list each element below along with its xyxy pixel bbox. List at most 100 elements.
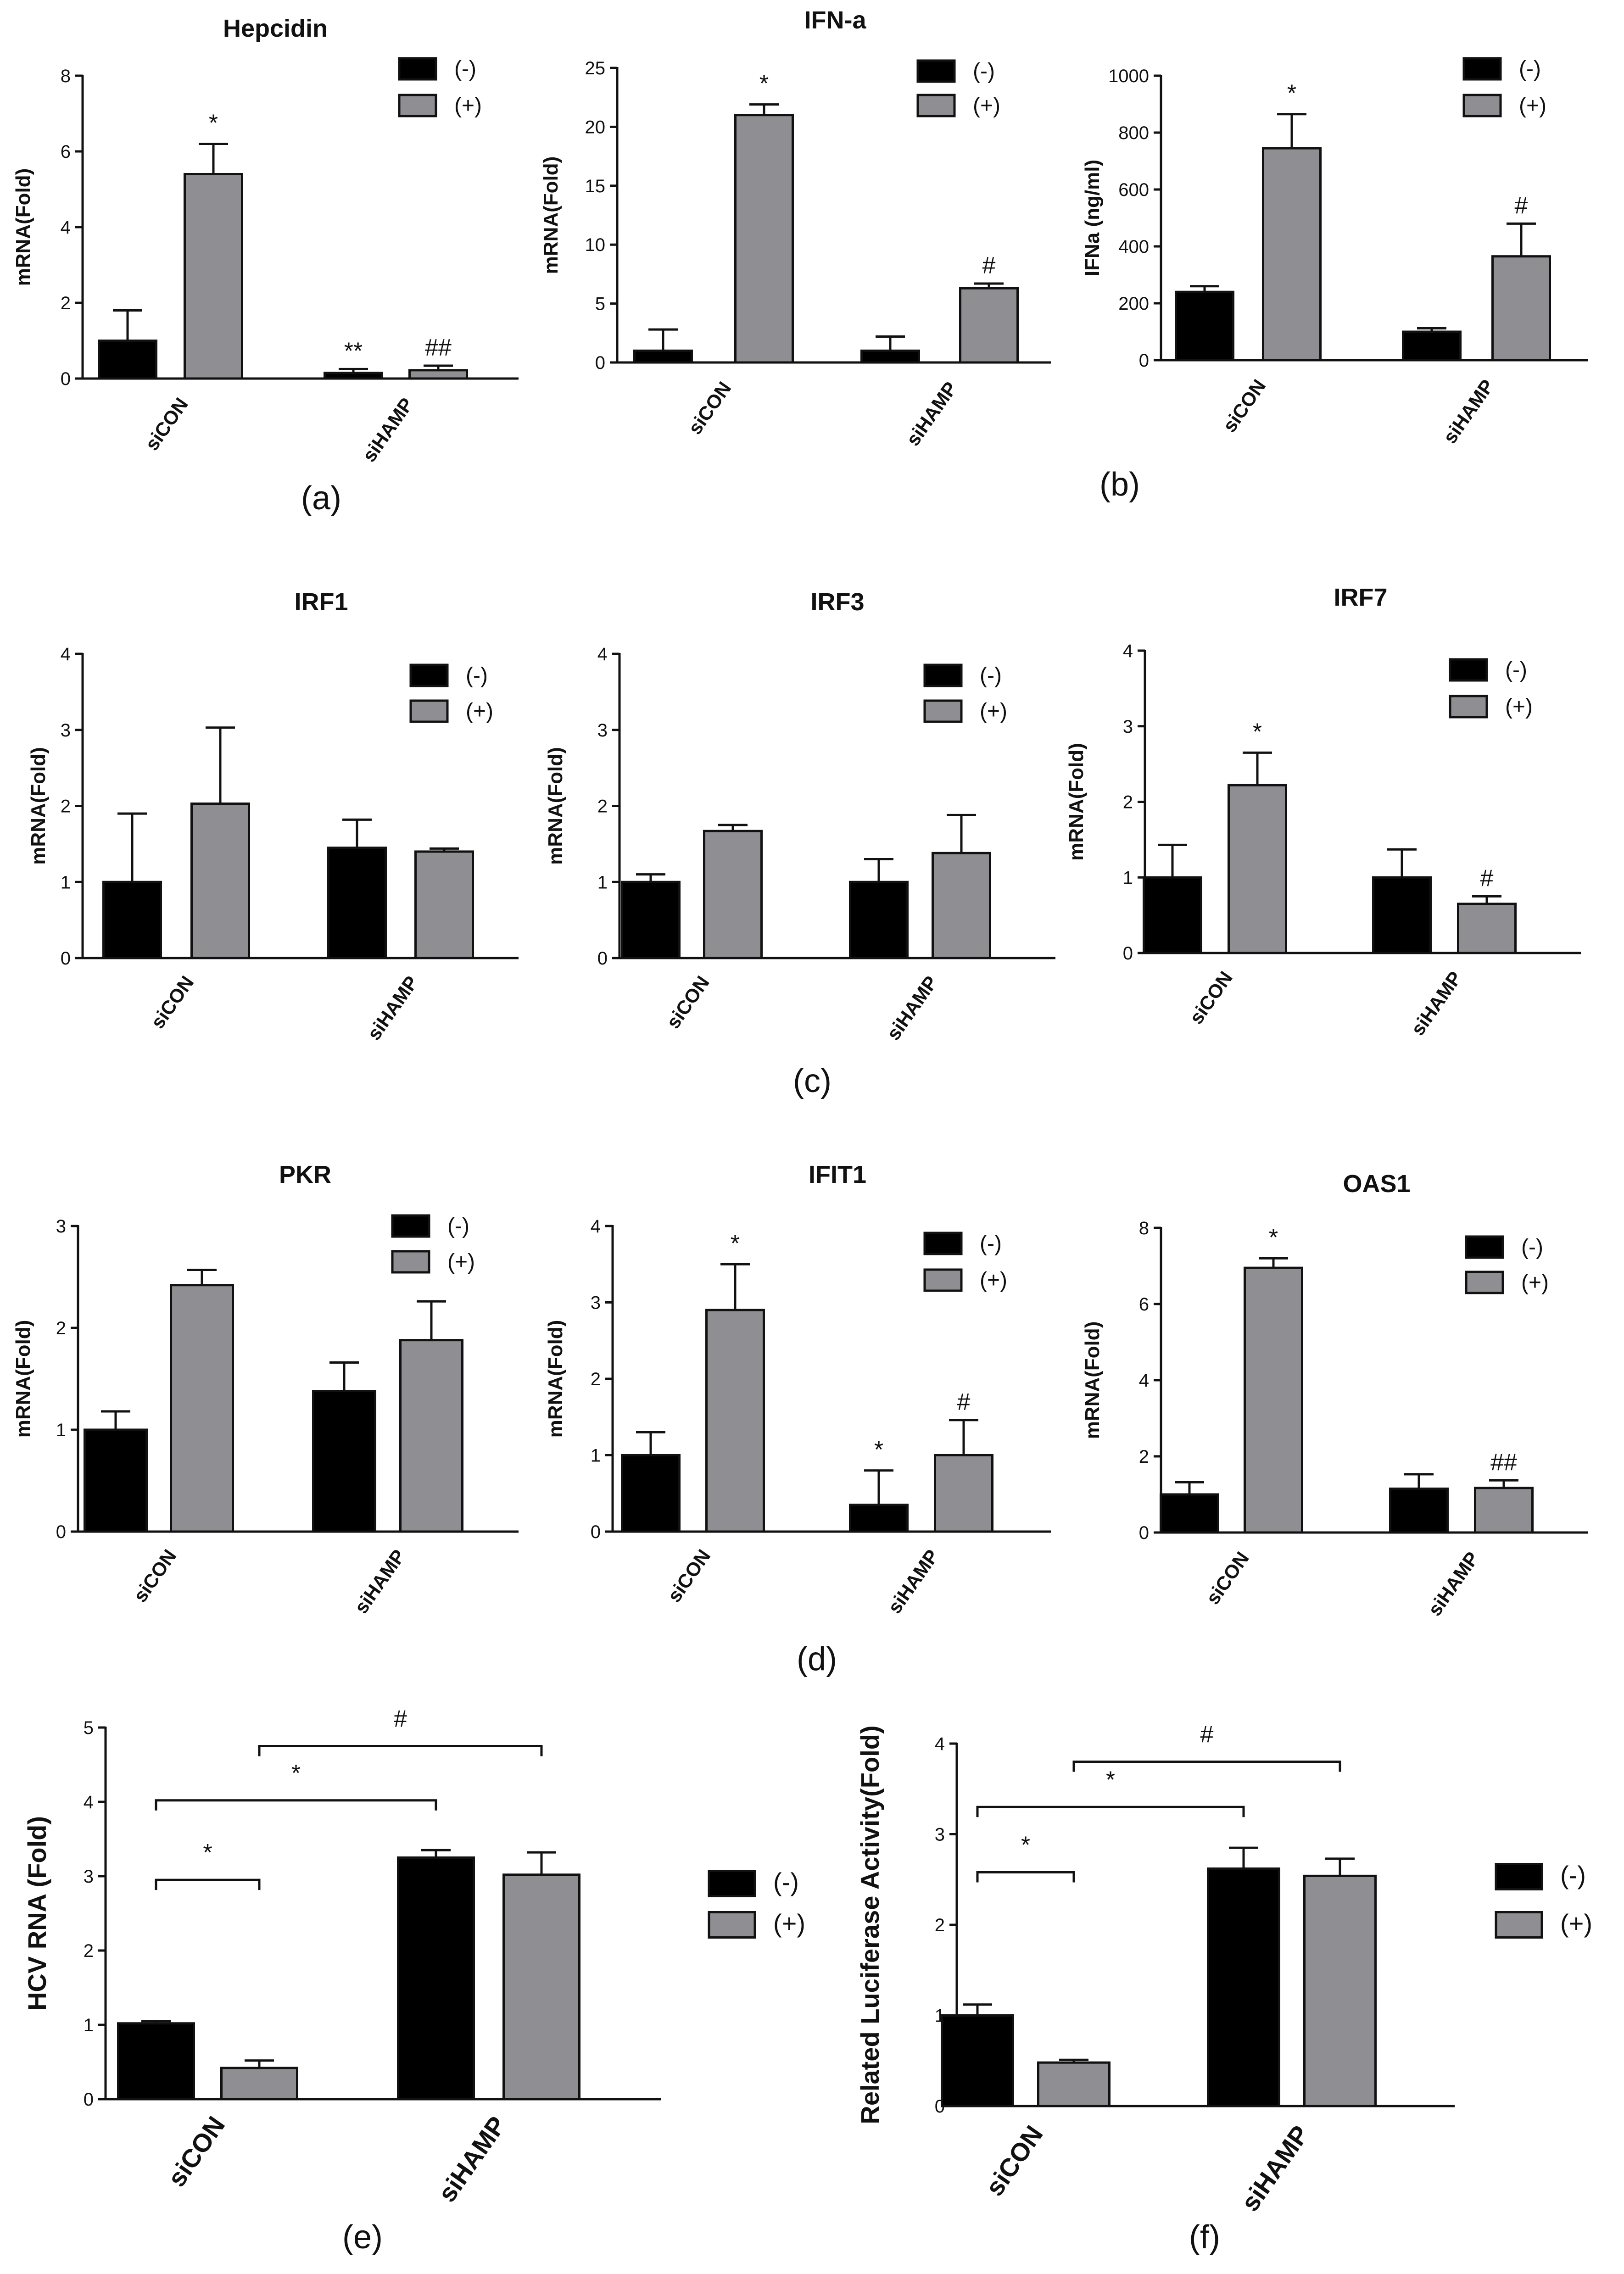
legend-swatch-neg <box>391 1214 430 1238</box>
panel-label: (a) <box>301 480 341 517</box>
y-tick-label: 2 <box>56 1318 66 1338</box>
legend-label-pos: (+) <box>447 1250 475 1274</box>
category-label: siHAMP <box>358 394 418 466</box>
y-tick-label: 4 <box>597 644 608 664</box>
legend-swatch-pos <box>398 94 437 117</box>
y-tick-label: 1 <box>56 1420 66 1440</box>
category-label: siHAMP <box>1406 967 1466 1039</box>
y-tick-label: 2 <box>61 797 71 817</box>
legend-label-neg: (-) <box>1519 57 1541 81</box>
bar-pos-siCON <box>1037 2061 1111 2107</box>
y-axis-label: mRNA(Fold) <box>1081 1321 1104 1439</box>
legend-label-neg: (-) <box>1521 1235 1543 1260</box>
legend-label-neg: (-) <box>980 1232 1002 1256</box>
legend-swatch-pos <box>1462 94 1502 117</box>
bar-neg-siCON <box>633 349 693 364</box>
bar-neg-siHAMP <box>1389 1488 1449 1534</box>
y-tick-label: 1 <box>591 1446 601 1466</box>
category-label: siCON <box>129 1545 180 1606</box>
significance-bracket <box>155 1799 437 1811</box>
y-axis-label: mRNA(Fold) <box>544 1320 567 1438</box>
y-tick-label: 1 <box>61 872 71 892</box>
category-label: siCON <box>1202 1548 1253 1608</box>
category-label: siCON <box>1185 967 1237 1028</box>
bar-neg-siCON <box>102 881 162 959</box>
y-tick-label: 0 <box>1123 943 1133 964</box>
y-tick-label: 3 <box>84 1867 94 1887</box>
y-tick-label: 2 <box>1139 1447 1149 1467</box>
legend-swatch-neg <box>1449 658 1488 682</box>
y-tick-label: 3 <box>56 1216 66 1237</box>
legend-label-pos: (+) <box>1521 1271 1549 1295</box>
chart-ifn-a: IFN-a 0 5 10 15 20 25 mRNA(Fold) * siCON # siHAMP (-… <box>540 6 1051 450</box>
chart-title: IFN-a <box>804 6 867 34</box>
y-axis-label: IFNa (ng/ml) <box>1081 160 1104 276</box>
significance-bracket <box>258 1745 543 1756</box>
y-tick-label: 4 <box>591 1216 601 1237</box>
y-tick-label: 3 <box>597 720 608 741</box>
legend-label-pos: (+) <box>454 94 482 118</box>
significance-bracket <box>976 1806 1245 1817</box>
legend-label-neg: (-) <box>980 663 1002 688</box>
y-tick-label: 0 <box>84 2090 94 2110</box>
category-label: siCON <box>141 394 192 454</box>
significance-mark: # <box>1480 865 1494 892</box>
y-tick-label: 3 <box>61 720 71 741</box>
y-tick-label: 5 <box>84 1718 94 1738</box>
bracket-label: * <box>1106 1767 1115 1793</box>
legend-label-pos: (+) <box>1560 1909 1592 1938</box>
y-tick-label: 2 <box>935 1915 945 1935</box>
legend-swatch-neg <box>923 663 963 687</box>
category-label: siHAMP <box>1439 375 1498 447</box>
y-axis-label: mRNA(Fold) <box>544 747 567 865</box>
panel-label: (d) <box>797 1641 837 1678</box>
chart-pkr: PKR 0 1 2 3 mRNA(Fold) siCON siHAMP (-) (+) <box>12 1161 519 1617</box>
category-label: siCON <box>662 972 714 1032</box>
legend-swatch-neg <box>398 57 437 81</box>
chart-ifit1: IFIT1 0 1 2 3 4 mRNA(Fold) * siCON * # siHAMP (-) (+) <box>544 1161 1051 1617</box>
category-label: siHAMP <box>882 972 942 1044</box>
bar-pos-siCON <box>1262 147 1322 362</box>
legend-label-neg: (-) <box>466 663 488 688</box>
significance-mark: * <box>1269 1224 1278 1251</box>
y-tick-label: 0 <box>595 353 605 373</box>
y-tick-label: 8 <box>1139 1218 1149 1238</box>
category-label: siCON <box>684 378 735 438</box>
y-axis-label: mRNA(Fold) <box>12 168 34 286</box>
bar-neg-siHAMP <box>312 1390 376 1533</box>
y-tick-label: 0 <box>1139 1523 1149 1543</box>
bar-pos-siHAMP <box>1303 1874 1377 2107</box>
chart-irf7: IRF7 0 1 2 3 4 mRNA(Fold) * siCON # siHAMP (-) (+) <box>1065 584 1581 1039</box>
bar-neg-siCON <box>1143 876 1202 954</box>
bar-neg-siCON <box>1160 1493 1219 1534</box>
legend-swatch-pos <box>923 1268 963 1292</box>
y-tick-label: 400 <box>1118 237 1149 257</box>
bar-pos-siHAMP <box>408 369 468 380</box>
legend-swatch-pos <box>1449 695 1488 719</box>
bar-pos-siCON <box>190 803 250 959</box>
bar-pos-siCON <box>220 2067 298 2101</box>
significance-mark: # <box>1515 192 1528 219</box>
legend-label-pos: (+) <box>466 699 493 724</box>
bracket-label: * <box>291 1760 301 1787</box>
y-axis-label: HCV RNA (Fold) <box>22 1816 51 2011</box>
bracket-label: * <box>1021 1832 1030 1858</box>
y-tick-label: 15 <box>585 176 606 196</box>
bar-pos-siHAMP <box>1457 903 1517 954</box>
legend-label-neg: (-) <box>773 1867 799 1896</box>
bar-neg-siCON <box>621 1454 681 1533</box>
y-tick-label: 5 <box>595 294 605 314</box>
y-tick-label: 0 <box>61 948 71 969</box>
bar-neg-siHAMP <box>1372 876 1432 954</box>
significance-bracket <box>976 1871 1075 1883</box>
y-tick-label: 800 <box>1118 123 1149 143</box>
bar-neg-siHAMP <box>324 372 383 380</box>
y-tick-label: 2 <box>84 1941 94 1961</box>
significance-mark: ## <box>425 334 452 361</box>
bar-pos-siHAMP <box>502 1873 580 2101</box>
significance-mark: * <box>1253 719 1262 745</box>
bar-pos-siCON <box>170 1284 234 1533</box>
y-axis-label: mRNA(Fold) <box>1065 743 1088 861</box>
